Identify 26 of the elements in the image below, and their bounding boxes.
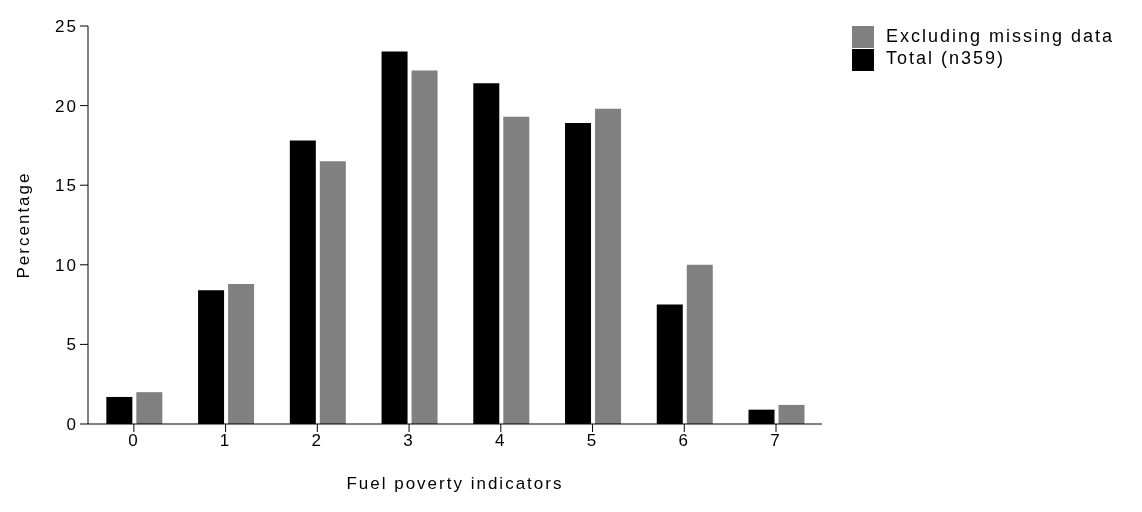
x-tick-label: 3 [403, 431, 415, 451]
bar [686, 264, 713, 424]
x-tick-label: 4 [495, 431, 507, 451]
x-axis-title: Fuel poverty indicators [346, 474, 564, 493]
bar [319, 161, 346, 424]
y-tick-label: 25 [55, 17, 78, 37]
y-axis-title: Percentage [14, 171, 34, 279]
x-tick-label: 5 [586, 431, 599, 451]
y-tick-label: 10 [55, 255, 78, 275]
y-tick-label: 15 [55, 176, 78, 196]
y-tick-label: 5 [66, 335, 78, 355]
bar [503, 116, 530, 424]
x-tick-label: 2 [311, 431, 324, 451]
bar [595, 108, 622, 424]
bar [136, 392, 163, 424]
legend-label: Excluding missing data [885, 26, 1114, 46]
x-tick-label: 0 [128, 431, 140, 451]
bar [411, 70, 438, 424]
bar [778, 404, 805, 424]
x-tick-label: 1 [219, 431, 232, 451]
x-tick-label: 7 [770, 431, 782, 451]
y-tick-label: 20 [55, 96, 78, 116]
x-tick-label: 6 [678, 431, 691, 451]
bar [228, 283, 255, 424]
y-tick-label: 0 [66, 415, 78, 435]
legend-label: Total (n359) [885, 48, 1005, 69]
